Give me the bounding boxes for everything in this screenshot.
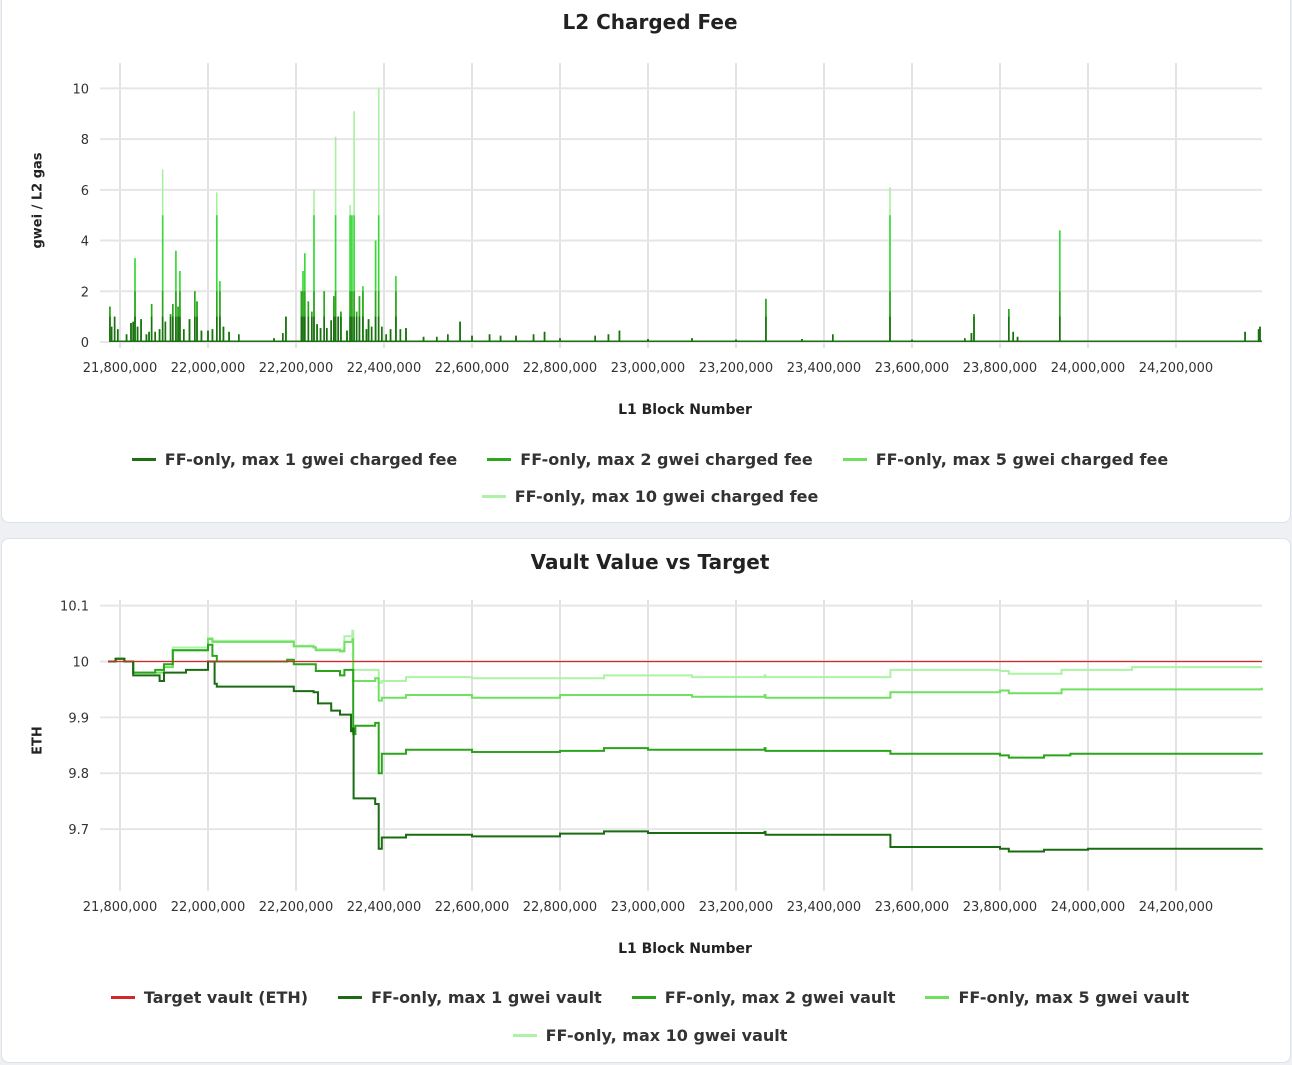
legend-label: FF-only, max 5 gwei vault: [958, 988, 1190, 1007]
x-tick-label: 22,800,000: [523, 900, 597, 915]
y-tick-label: 10.1: [60, 600, 89, 615]
x-tick-label: 22,400,000: [347, 361, 421, 376]
legend-swatch: [631, 996, 656, 999]
legend-item-vault-max-10[interactable]: FF-only, max 10 gwei vault: [512, 1026, 788, 1045]
series-line-ff-only-max-1-gwei-charged-fee: [109, 316, 1262, 343]
legend-item-vault-max-5[interactable]: FF-only, max 5 gwei vault: [925, 988, 1189, 1007]
legend-swatch: [131, 458, 156, 461]
legend-label: FF-only, max 1 gwei vault: [371, 988, 602, 1007]
legend-label: FF-only, max 10 gwei vault: [545, 1026, 788, 1045]
x-tick-label: 22,000,000: [171, 361, 245, 376]
y-tick-label: 9.9: [68, 711, 89, 726]
legend-item-vault-max-2[interactable]: FF-only, max 2 gwei vault: [631, 988, 896, 1007]
vault-chart-card: [1, 538, 1291, 1063]
x-tick-label: 22,600,000: [435, 361, 509, 376]
legend-item-vault-max-1[interactable]: FF-only, max 1 gwei vault: [338, 988, 602, 1007]
legend-label: Target vault (ETH): [143, 988, 309, 1007]
vault-chart-x-axis-label: L1 Block Number: [618, 941, 752, 957]
x-tick-label: 22,200,000: [259, 361, 333, 376]
x-tick-label: 22,000,000: [171, 900, 245, 915]
vault-chart-legend-row-2: FF-only, max 10 gwei vault: [0, 1026, 1292, 1045]
legend-item-fee-max-10[interactable]: FF-only, max 10 gwei charged fee: [481, 487, 819, 506]
legend-swatch: [338, 996, 363, 999]
legend-swatch: [512, 1034, 537, 1037]
legend-swatch: [925, 996, 950, 999]
y-tick-label: 10: [72, 655, 89, 670]
series-line-ff-only-max-1-gwei-vault: [108, 657, 1263, 853]
x-tick-label: 22,400,000: [347, 900, 421, 915]
y-tick-label: 9.7: [68, 823, 89, 838]
legend-item-fee-max-5[interactable]: FF-only, max 5 gwei charged fee: [842, 450, 1169, 469]
x-tick-label: 23,800,000: [963, 900, 1037, 915]
x-tick-label: 22,800,000: [523, 361, 597, 376]
x-tick-label: 23,000,000: [611, 900, 685, 915]
x-tick-label: 21,800,000: [83, 900, 157, 915]
x-tick-label: 23,400,000: [787, 900, 861, 915]
fee-chart-x-axis-label: L1 Block Number: [618, 402, 752, 418]
legend-item-target[interactable]: Target vault (ETH): [110, 988, 309, 1007]
x-tick-label: 23,600,000: [875, 361, 949, 376]
vault-chart-title: Vault Value vs Target: [530, 550, 770, 574]
y-tick-label: 4: [81, 235, 89, 250]
x-tick-label: 23,600,000: [875, 900, 949, 915]
x-tick-label: 22,200,000: [259, 900, 333, 915]
legend-label: FF-only, max 1 gwei charged fee: [164, 450, 458, 469]
y-tick-label: 6: [81, 184, 89, 199]
fee-chart-title: L2 Charged Fee: [562, 10, 738, 34]
x-tick-label: 23,200,000: [699, 361, 773, 376]
vault-chart-legend-row-1: Target vault (ETH) FF-only, max 1 gwei v…: [0, 988, 1292, 1007]
legend-swatch: [110, 996, 135, 999]
y-tick-label: 2: [81, 285, 89, 300]
legend-label: FF-only, max 5 gwei charged fee: [875, 450, 1169, 469]
legend-item-fee-max-1[interactable]: FF-only, max 1 gwei charged fee: [131, 450, 458, 469]
y-tick-label: 9.8: [68, 767, 89, 782]
legend-label: FF-only, max 10 gwei charged fee: [514, 487, 819, 506]
y-tick-label: 0: [81, 336, 89, 351]
y-tick-label: 8: [81, 133, 89, 148]
x-tick-label: 24,000,000: [1051, 361, 1125, 376]
x-tick-label: 21,800,000: [83, 361, 157, 376]
x-tick-label: 24,200,000: [1139, 361, 1213, 376]
x-tick-label: 23,800,000: [963, 361, 1037, 376]
legend-swatch: [481, 495, 506, 498]
x-tick-label: 24,000,000: [1051, 900, 1125, 915]
legend-swatch: [487, 458, 512, 461]
legend-label: FF-only, max 2 gwei vault: [664, 988, 896, 1007]
x-tick-label: 22,600,000: [435, 900, 509, 915]
x-tick-label: 23,000,000: [611, 361, 685, 376]
x-tick-label: 23,200,000: [699, 900, 773, 915]
x-tick-label: 24,200,000: [1139, 900, 1213, 915]
fee-chart-legend-row-2: FF-only, max 10 gwei charged fee: [0, 487, 1292, 506]
fee-chart-legend-row-1: FF-only, max 1 gwei charged fee FF-only,…: [0, 450, 1292, 469]
legend-label: FF-only, max 2 gwei charged fee: [520, 450, 813, 469]
y-tick-label: 10: [72, 82, 89, 97]
legend-item-fee-max-2[interactable]: FF-only, max 2 gwei charged fee: [487, 450, 813, 469]
x-tick-label: 23,400,000: [787, 361, 861, 376]
legend-swatch: [842, 458, 867, 461]
